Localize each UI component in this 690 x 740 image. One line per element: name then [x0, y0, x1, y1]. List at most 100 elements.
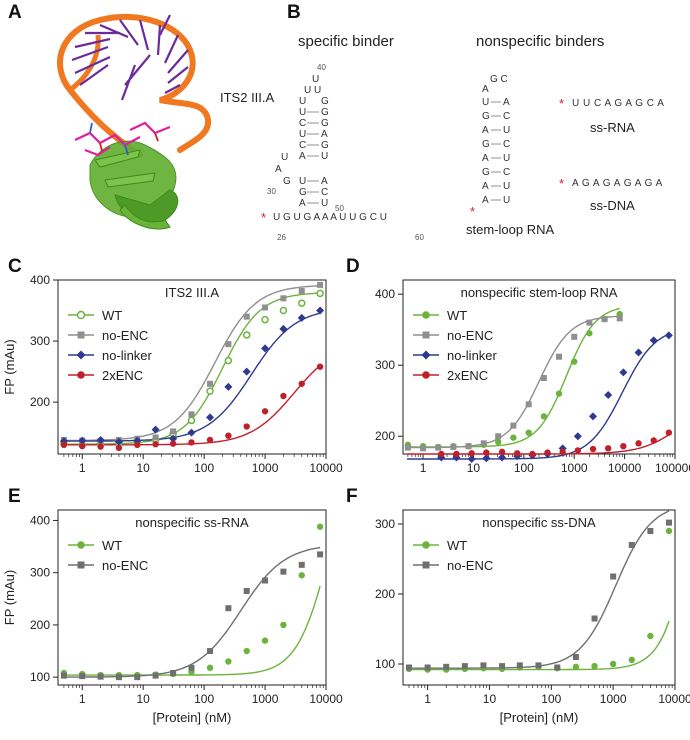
data-point: [60, 441, 68, 449]
stemloop-base-right: U: [503, 181, 510, 192]
data-point: [571, 358, 578, 365]
stemloop-base-right: C: [503, 167, 510, 178]
panel-label-b: B: [287, 2, 301, 23]
data-point: [438, 450, 445, 458]
panel-label-f: F: [346, 486, 358, 507]
its2-base-left: U: [299, 176, 306, 187]
data-point: [495, 438, 502, 446]
data-point: [664, 331, 673, 340]
its2-base-right: C: [321, 187, 328, 198]
legend-label: WT: [102, 308, 122, 323]
ssdna-label: ss-DNA: [590, 198, 635, 213]
data-point: [298, 572, 305, 579]
data-point: [619, 368, 628, 377]
legend-label: no-linker: [447, 348, 498, 363]
data-point: [620, 442, 627, 450]
stemloop-base-left: U: [482, 97, 489, 108]
its2-loop-top: U: [312, 74, 319, 85]
its2-base-left: G: [299, 187, 307, 198]
y-tick-label: 200: [375, 429, 395, 443]
legend-marker: [422, 561, 430, 569]
data-point: [316, 289, 324, 298]
stemloop-base-left: A: [482, 153, 489, 164]
data-point: [628, 656, 635, 663]
legend-label: no-ENC: [447, 558, 493, 573]
data-point: [525, 429, 532, 436]
data-point: [78, 436, 87, 445]
data-point: [79, 673, 86, 680]
x-tick-label: 1000: [252, 692, 279, 706]
data-point: [610, 573, 617, 580]
data-point: [510, 422, 517, 429]
data-point: [556, 353, 563, 360]
data-point: [280, 621, 287, 629]
data-point: [279, 306, 288, 315]
data-point: [586, 319, 593, 326]
data-point: [151, 425, 160, 434]
x-tick-label: 10: [483, 692, 497, 706]
svg-text:G: G: [321, 96, 329, 107]
x-tick-label: 100: [194, 692, 214, 706]
data-point: [206, 413, 215, 422]
ssrna-label: ss-RNA: [590, 120, 635, 135]
data-point: [468, 450, 475, 457]
legend-label: WT: [102, 538, 122, 553]
its2-base-right: G: [321, 118, 329, 129]
stemloop-base-right: U: [503, 125, 510, 136]
data-point: [261, 408, 269, 415]
panel-label-d: D: [346, 256, 360, 277]
panel-label-a: A: [8, 2, 22, 23]
its2-base-left: A: [299, 151, 306, 162]
y-tick-label: 200: [30, 395, 50, 409]
its2-top: U U: [304, 85, 321, 96]
data-point: [480, 440, 487, 447]
legend-label: WT: [447, 308, 467, 323]
panel-label-c: C: [8, 256, 22, 277]
y-tick-label: 400: [375, 287, 395, 301]
data-point: [242, 331, 251, 339]
x-tick-label: 1: [420, 461, 427, 475]
data-point: [443, 663, 450, 670]
legend-marker: [77, 331, 85, 339]
plot-frame: [57, 279, 327, 455]
data-point: [495, 433, 502, 440]
data-point: [242, 367, 251, 376]
fit-curve: [407, 333, 670, 460]
chart-panel-e: 1 10 100 1000 10000 100 200 300 400 nonspecific s…: [2, 509, 343, 725]
its2-base-right: A: [321, 176, 328, 187]
data-point: [170, 669, 177, 676]
its2-base-left: C: [299, 118, 306, 129]
x-tick-label: 1000: [561, 461, 588, 475]
data-point: [262, 304, 269, 311]
data-point: [482, 454, 491, 463]
data-point: [169, 434, 178, 443]
data-point: [317, 551, 324, 558]
stemloop-base-left: A: [482, 125, 489, 136]
data-point: [499, 663, 506, 670]
data-point: [424, 664, 431, 671]
data-point: [298, 380, 305, 387]
plot-frame: [57, 509, 327, 686]
data-point: [405, 664, 412, 671]
plot-frame: [402, 509, 676, 686]
y-tick-label: 300: [375, 517, 395, 531]
data-point: [514, 450, 521, 457]
its2-base-left: U: [299, 107, 306, 118]
nonspecific-binders-title: nonspecific binders: [476, 33, 605, 50]
data-point: [649, 336, 658, 345]
stemloop-loop: G C: [490, 74, 508, 85]
data-point: [591, 662, 598, 670]
legend-label: 2xENC: [102, 368, 143, 383]
x-tick-label: 100000: [655, 461, 690, 475]
data-point: [634, 348, 643, 357]
x-tick-label: 1: [79, 461, 86, 475]
data-point: [225, 605, 232, 612]
data-point: [59, 437, 68, 446]
y-tick-label: 200: [375, 587, 395, 601]
svg-text:G: G: [283, 176, 291, 187]
fluor-star-stemloop: *: [470, 204, 475, 219]
x-tick-label: 10000: [608, 461, 642, 475]
x-tick-label: 10: [137, 692, 151, 706]
data-point: [604, 445, 612, 452]
